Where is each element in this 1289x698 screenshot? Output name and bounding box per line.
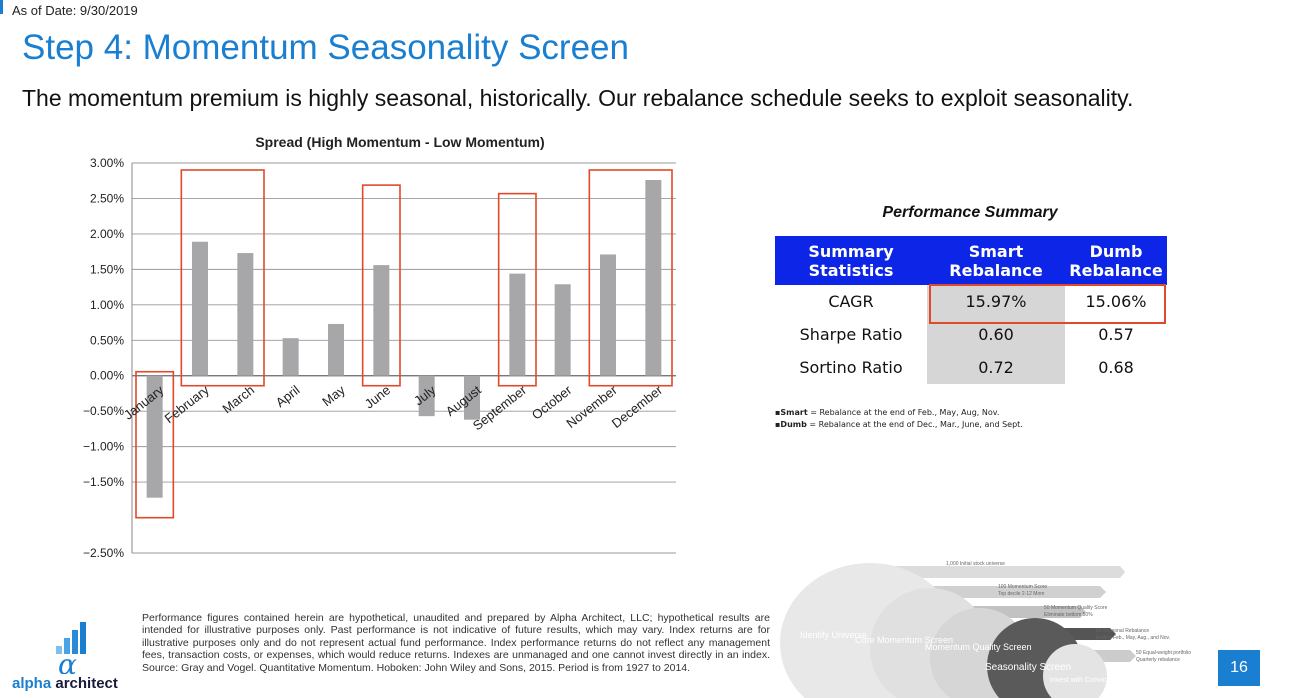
row-label: Sortino Ratio bbox=[799, 358, 903, 377]
note-dumb: ▪Dumb = Rebalance at the end of Dec., Ma… bbox=[775, 420, 1023, 429]
bar-september bbox=[509, 273, 526, 376]
funnel-label: Core Momentum Screen bbox=[855, 635, 953, 645]
x-tick-label: July bbox=[411, 382, 439, 408]
x-tick-label: February bbox=[162, 382, 213, 426]
y-tick-label: 3.00% bbox=[90, 156, 124, 170]
smart-value: 0.72 bbox=[927, 351, 1065, 384]
highlight-box bbox=[180, 169, 265, 387]
funnel-label: Seasonality Screen bbox=[985, 662, 1071, 673]
process-funnel-graphic: Identify Universe Core Momentum Screen M… bbox=[780, 561, 1191, 698]
funnel-callout: 1,000 Initial stock universe bbox=[946, 561, 1005, 567]
funnel-callout: 50 Equal-weight portfolio bbox=[1136, 650, 1191, 656]
highlight-box bbox=[588, 169, 673, 387]
y-tick-label: −1.50% bbox=[83, 475, 124, 489]
y-tick-label: 1.00% bbox=[90, 298, 124, 312]
header-smart-rebalance: Smart Rebalance bbox=[927, 236, 1065, 285]
corner-mark bbox=[0, 0, 3, 14]
slide-title: Step 4: Momentum Seasonality Screen bbox=[22, 28, 629, 67]
funnel-label: Momentum Quality Screen bbox=[925, 642, 1032, 652]
bar-august bbox=[464, 375, 480, 420]
bar-may bbox=[328, 323, 344, 376]
rebalance-notes: ▪Smart = Rebalance at the end of Feb., M… bbox=[775, 407, 1023, 431]
header-dumb-rebalance: Dumb Rebalance bbox=[1065, 236, 1167, 285]
page-number: 16 bbox=[1218, 650, 1260, 686]
table-row: CAGR 15.97% 15.06% bbox=[775, 285, 1167, 318]
row-label: CAGR bbox=[828, 292, 874, 311]
bar-july bbox=[418, 375, 435, 417]
bar-november bbox=[600, 254, 616, 376]
y-tick-label: 2.00% bbox=[90, 227, 124, 241]
disclaimer-text: Performance figures contained herein are… bbox=[142, 612, 770, 674]
as-of-date: As of Date: 9/30/2019 bbox=[12, 3, 138, 18]
slide-subtitle: The momentum premium is highly seasonal,… bbox=[22, 85, 1134, 111]
bar-february bbox=[192, 241, 208, 376]
bar-january bbox=[146, 375, 163, 498]
y-tick-label: 0.00% bbox=[90, 369, 124, 383]
funnel-callout: 100 Momentum Score bbox=[998, 584, 1047, 590]
row-label: Sharpe Ratio bbox=[799, 325, 903, 344]
highlight-box bbox=[361, 184, 401, 387]
dumb-value: 0.68 bbox=[1098, 358, 1134, 377]
bar-april bbox=[282, 338, 299, 376]
svg-text:α: α bbox=[58, 648, 77, 674]
performance-summary-table: Summary Statistics Smart Rebalance Dumb … bbox=[775, 236, 1167, 384]
note-smart: ▪Smart = Rebalance at the end of Feb., M… bbox=[775, 408, 1000, 417]
funnel-label: Invest with Conviction bbox=[1050, 677, 1118, 684]
header-summary-statistics: Summary Statistics bbox=[775, 236, 927, 285]
spread-bar-chart: Spread (High Momentum - Low Momentum) 3.… bbox=[83, 134, 676, 558]
y-tick-label: −0.50% bbox=[83, 404, 124, 418]
highlight-box bbox=[497, 192, 537, 387]
x-tick-label: May bbox=[319, 382, 348, 409]
y-tick-label: 2.50% bbox=[90, 191, 124, 205]
performance-summary-title: Performance Summary bbox=[882, 204, 1058, 221]
funnel-callout: Top decile 2-12 Mom bbox=[998, 591, 1044, 597]
y-tick-label: 1.50% bbox=[90, 262, 124, 276]
bar-march bbox=[237, 253, 254, 376]
bar-december bbox=[645, 180, 662, 376]
bar-october bbox=[554, 284, 571, 376]
logo-wordmark: alpha architect bbox=[12, 675, 118, 692]
dumb-value: 15.06% bbox=[1085, 292, 1147, 311]
x-tick-label: April bbox=[273, 382, 303, 410]
x-tick-label: December bbox=[609, 382, 666, 431]
y-tick-label: −1.00% bbox=[83, 440, 124, 454]
funnel-callout: 50 Seasonal Rebalance bbox=[1096, 628, 1149, 634]
funnel-callout: Quarterly rebalance bbox=[1136, 657, 1180, 663]
y-tick-label: 0.50% bbox=[90, 333, 124, 347]
table-header-row: Summary Statistics Smart Rebalance Dumb … bbox=[775, 236, 1167, 285]
chart-title: Spread (High Momentum - Low Momentum) bbox=[255, 134, 544, 150]
funnel-callout: Eliminate bottom 50% bbox=[1044, 612, 1093, 618]
cagr-highlight-box bbox=[929, 284, 1166, 324]
smart-value: 15.97% bbox=[927, 285, 1065, 318]
funnel-callout: 50 Momentum Quality Score bbox=[1044, 605, 1108, 611]
funnel-callout: Ending Feb., May, Aug., and Nov. bbox=[1096, 635, 1170, 641]
bar-june bbox=[373, 265, 390, 376]
y-tick-label: −2.50% bbox=[83, 546, 124, 558]
dumb-value: 0.57 bbox=[1098, 325, 1134, 344]
funnel-label: Identify Universe bbox=[800, 630, 867, 640]
alpha-architect-logo-icon: α bbox=[56, 622, 86, 674]
highlight-box bbox=[135, 370, 175, 519]
x-tick-label: June bbox=[362, 382, 393, 411]
table-row: Sortino Ratio 0.72 0.68 bbox=[775, 351, 1167, 384]
